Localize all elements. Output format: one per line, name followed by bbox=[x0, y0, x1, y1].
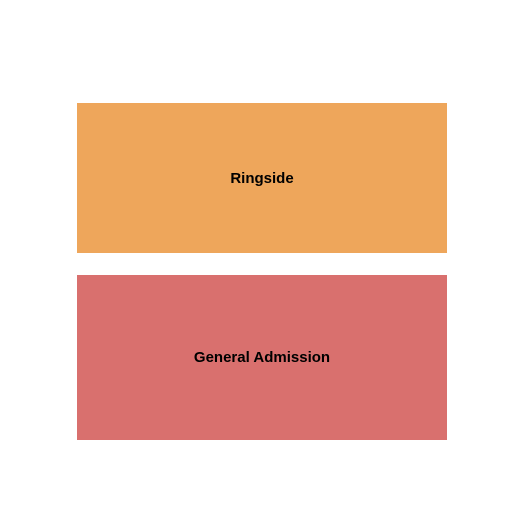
section-label-general-admission: General Admission bbox=[194, 349, 330, 366]
section-general-admission[interactable]: General Admission bbox=[77, 275, 447, 440]
section-ringside[interactable]: Ringside bbox=[77, 103, 447, 253]
section-label-ringside: Ringside bbox=[230, 170, 293, 187]
